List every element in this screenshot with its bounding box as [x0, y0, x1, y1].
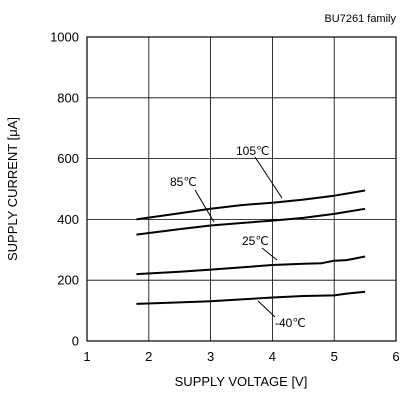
x-tick-labels: 1 2 3 4 5 6: [83, 349, 399, 364]
series-line-1: [136, 207, 366, 236]
x-tick-label: 5: [331, 349, 338, 364]
series-line-2: [136, 255, 366, 276]
chart-note: BU7261 family: [324, 13, 396, 25]
y-axis-title: SUPPLY CURRENT [μA]: [5, 117, 20, 261]
y-tick-label: 1000: [50, 30, 79, 45]
x-axis-title: SUPPLY VOLTAGE [V]: [175, 374, 308, 389]
x-tick-label: 1: [83, 349, 90, 364]
x-tick-label: 4: [269, 349, 276, 364]
y-tick-label: 400: [57, 212, 79, 227]
series-layer: [136, 156, 366, 318]
y-tick-label: 600: [57, 151, 79, 166]
y-tick-label: 200: [57, 273, 79, 288]
series-label-105: 105℃: [236, 144, 270, 158]
series-line-3: [136, 290, 366, 305]
plot-frame: [86, 36, 397, 342]
x-tick-label: 3: [207, 349, 214, 364]
y-tick-labels: 0 200 400 600 800 1000: [50, 30, 79, 349]
y-tick-label: 800: [57, 90, 79, 105]
grid-layer: [87, 37, 396, 341]
series-line-0: [136, 189, 366, 221]
label-leader-line: [194, 189, 215, 223]
label-leader-line: [257, 300, 276, 318]
label-leader-line: [261, 247, 278, 261]
label-leader-line: [254, 156, 283, 199]
x-tick-label: 2: [145, 349, 152, 364]
x-tick-label: 6: [392, 349, 399, 364]
series-label-minus40: -40℃: [275, 316, 306, 330]
series-label-85: 85℃: [170, 175, 197, 189]
y-tick-label: 0: [72, 334, 79, 349]
series-label-25: 25℃: [242, 234, 269, 248]
